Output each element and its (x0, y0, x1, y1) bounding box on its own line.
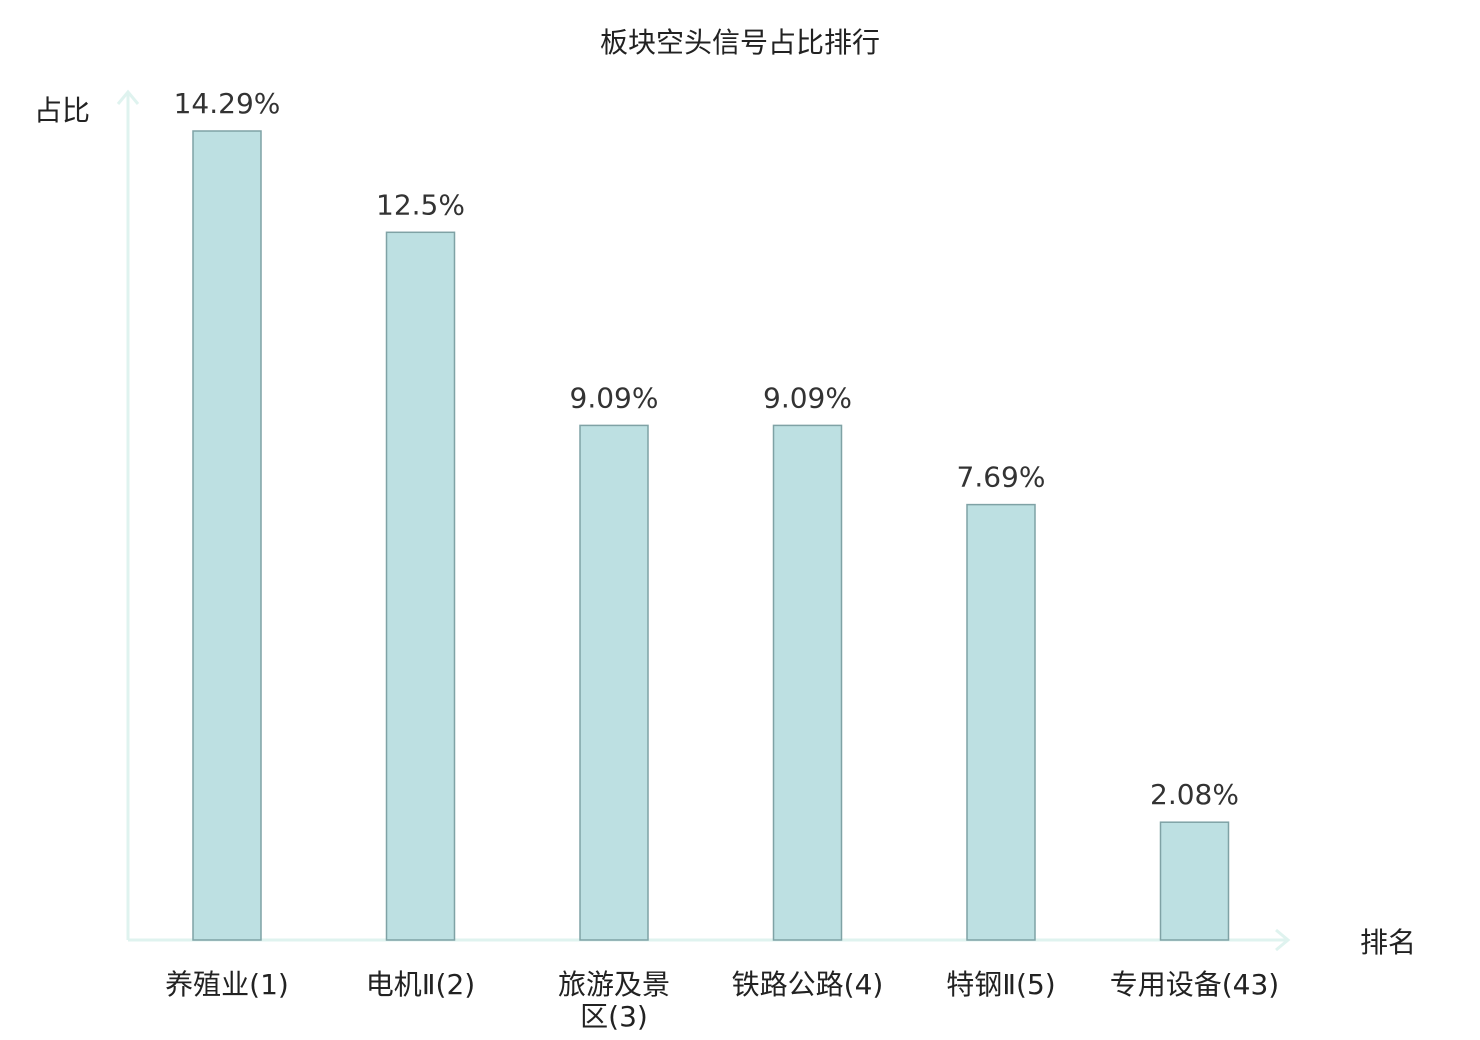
x-axis-arrow-icon (1275, 928, 1291, 952)
y-axis-label: 占比 (34, 94, 90, 127)
category-label-2: 电机Ⅱ(2) (366, 968, 475, 1001)
value-labels-group: 14.29% 12.5% 9.09% 9.09% 7.69% 2.08% (174, 87, 1239, 811)
bars-group (192, 130, 1230, 941)
x-axis-label: 排名 (1360, 926, 1416, 959)
y-axis-arrow-icon (116, 89, 140, 105)
category-label-5: 特钢Ⅱ(5) (946, 968, 1055, 1001)
bar-6 (1159, 821, 1230, 941)
axes (116, 89, 1291, 952)
bar-1 (192, 130, 262, 941)
value-label-1: 14.29% (174, 87, 281, 120)
bar-2 (385, 231, 456, 941)
category-label-4: 铁路公路(4) (732, 968, 884, 1001)
value-label-3: 9.09% (570, 381, 659, 414)
value-label-5: 7.69% (957, 461, 1046, 494)
value-label-2: 12.5% (376, 188, 465, 221)
bar-4 (772, 424, 843, 941)
category-label-3: 旅游及景区(3) (558, 968, 670, 1033)
bar-3 (579, 424, 649, 941)
category-label-6: 专用设备(43) (1110, 968, 1279, 1001)
value-label-4: 9.09% (763, 381, 852, 414)
value-label-6: 2.08% (1150, 778, 1239, 811)
chart-title: 板块空头信号占比排行 (600, 26, 880, 59)
bar-5 (966, 503, 1036, 941)
category-label-1: 养殖业(1) (165, 968, 289, 1001)
category-labels-group: 养殖业(1) 电机Ⅱ(2) 旅游及景区(3) 铁路公路(4) 特钢Ⅱ(5) 专用设备(43… (165, 968, 1279, 1033)
